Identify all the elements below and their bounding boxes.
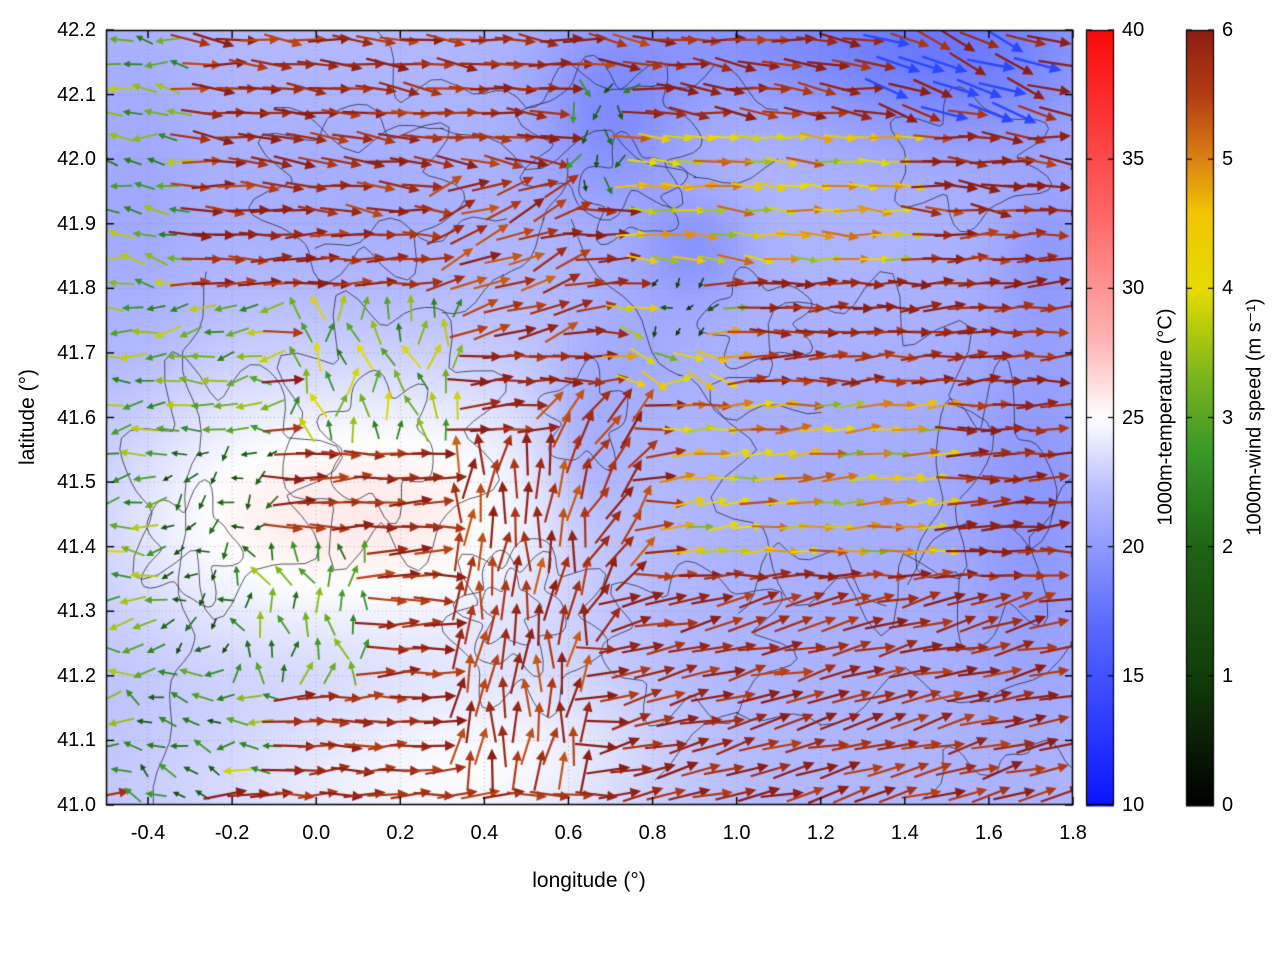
windspeed-colorbar-tick-label: 0 [1222,794,1234,816]
y-tick-label: 42.2 [57,19,96,41]
temperature-colorbar-tick-label: 10 [1122,794,1145,816]
y-tick-label: 41.2 [57,664,96,687]
y-tick-label: 42.0 [57,148,96,171]
x-tick-label: 1.8 [1059,822,1087,844]
windspeed-colorbar-tick-label: 2 [1222,535,1234,558]
y-tick-label: 41.3 [57,600,96,623]
x-tick-label: 0.4 [470,822,499,844]
temperature-colorbar-tick-label: 40 [1122,19,1145,41]
temperature-colorbar-tick-label: 35 [1122,148,1145,171]
y-tick-label: 41.6 [57,406,96,429]
y-tick-label: 41.8 [57,277,96,300]
y-tick-label: 41.4 [57,535,96,558]
temperature-colorbar-tick-label: 20 [1122,535,1145,558]
windspeed-colorbar-tick-label: 3 [1222,406,1234,429]
windspeed-colorbar-label: 1000m-wind speed (m s⁻¹) [1243,298,1266,536]
y-tick-label: 41.9 [57,212,96,235]
temperature-colorbar-tick-label: 25 [1122,406,1145,429]
windspeed-colorbar-tick-label: 6 [1222,19,1234,41]
y-tick-label: 41.1 [57,729,96,752]
x-tick-label: -0.4 [130,822,166,844]
x-tick-label: 0.8 [638,822,667,844]
temperature-colorbar-label: 1000m-temperature (°C) [1154,308,1177,526]
y-tick-label: 41.5 [57,471,96,494]
x-axis-label: longitude (°) [532,869,646,892]
windspeed-colorbar-tick-label: 1 [1222,664,1234,687]
temperature-colorbar-tick-label: 30 [1122,277,1145,300]
windspeed-colorbar-tick-label: 5 [1222,148,1234,171]
y-tick-label: 42.1 [57,83,96,106]
x-tick-label: 0.2 [386,822,415,844]
y-tick-label: 41.7 [57,341,96,364]
y-tick-label: 41.0 [57,794,96,816]
x-tick-label: 1.0 [722,822,751,844]
windspeed-colorbar-tick-label: 4 [1222,277,1234,300]
x-tick-label: 1.6 [975,822,1003,844]
x-tick-label: -0.2 [214,822,250,844]
x-tick-label: 1.4 [890,822,919,844]
x-tick-label: 0.0 [302,822,331,844]
x-tick-label: 1.2 [806,822,835,844]
temperature-colorbar-tick-label: 15 [1122,664,1145,687]
x-tick-label: 0.6 [554,822,583,844]
